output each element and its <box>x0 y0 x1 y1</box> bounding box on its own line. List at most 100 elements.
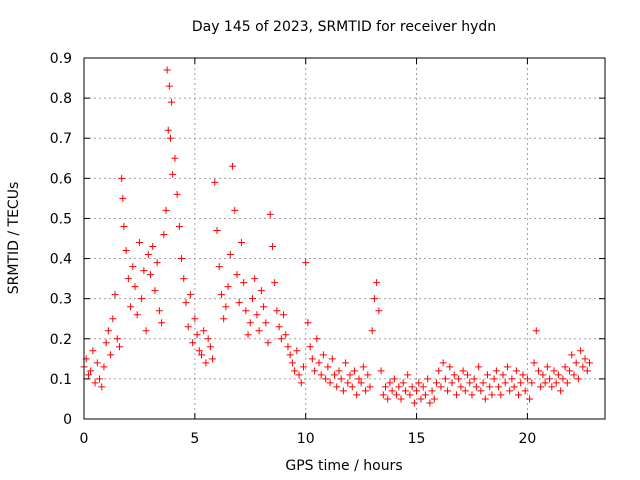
data-point <box>373 279 381 287</box>
data-point <box>570 371 578 379</box>
data-point <box>581 355 589 363</box>
data-point <box>559 375 567 383</box>
data-point <box>277 335 285 343</box>
data-point <box>410 399 418 407</box>
data-point <box>155 307 163 315</box>
data-point <box>452 391 460 399</box>
data-point <box>149 243 157 251</box>
data-point <box>430 395 438 403</box>
data-point <box>200 327 208 335</box>
data-point <box>229 162 237 170</box>
data-point <box>273 307 281 315</box>
data-point <box>331 371 339 379</box>
data-point <box>390 375 398 383</box>
data-point <box>515 391 523 399</box>
data-point <box>299 363 307 371</box>
data-point <box>519 371 527 379</box>
data-point <box>91 379 99 387</box>
data-point <box>248 295 256 303</box>
data-point <box>397 395 405 403</box>
data-point <box>388 387 396 395</box>
data-point <box>364 371 372 379</box>
data-point <box>131 283 139 291</box>
y-tick-label: 0.5 <box>50 211 72 227</box>
data-point <box>401 387 409 395</box>
data-point <box>506 387 514 395</box>
data-point <box>328 355 336 363</box>
data-point <box>561 363 569 371</box>
data-point <box>384 395 392 403</box>
data-point <box>322 375 330 383</box>
data-point <box>226 251 234 259</box>
data-point <box>501 379 509 387</box>
data-point <box>163 66 171 74</box>
data-point <box>175 222 183 230</box>
data-point <box>189 339 197 347</box>
data-point <box>526 395 534 403</box>
y-tick-label: 0 <box>63 412 72 428</box>
data-point <box>333 383 341 391</box>
data-point <box>470 375 478 383</box>
data-point <box>118 174 126 182</box>
data-point <box>87 367 95 375</box>
data-point <box>534 367 542 375</box>
data-point <box>362 387 370 395</box>
data-point <box>233 271 241 279</box>
data-point <box>521 387 529 395</box>
data-point <box>433 379 441 387</box>
y-axis-label: SRMTID / TECUs <box>6 182 22 295</box>
data-point <box>313 335 321 343</box>
data-point <box>257 287 265 295</box>
data-point <box>304 319 312 327</box>
data-point <box>483 371 491 379</box>
data-point <box>486 383 494 391</box>
data-point <box>497 391 505 399</box>
data-point <box>563 379 571 387</box>
data-point <box>386 379 394 387</box>
data-point <box>466 379 474 387</box>
data-point <box>346 371 354 379</box>
data-point <box>395 383 403 391</box>
data-point <box>109 315 117 323</box>
data-point <box>472 383 480 391</box>
data-point <box>291 367 299 375</box>
data-point <box>413 387 421 395</box>
data-point <box>585 359 593 367</box>
data-point <box>355 375 363 383</box>
data-point <box>435 367 443 375</box>
data-point <box>554 371 562 379</box>
data-point <box>96 375 104 383</box>
data-point <box>528 379 536 387</box>
data-point <box>206 343 214 351</box>
data-point <box>240 279 248 287</box>
data-point <box>251 275 259 283</box>
data-point <box>122 247 130 255</box>
data-point <box>224 283 232 291</box>
x-tick-labels: 0 5 10 15 20 <box>80 431 537 447</box>
data-point <box>359 363 367 371</box>
data-point <box>572 359 580 367</box>
data-point <box>317 371 325 379</box>
y-tick-label: 0.7 <box>50 131 72 147</box>
data-point <box>446 363 454 371</box>
x-tick-label: 20 <box>518 431 536 447</box>
data-point <box>151 287 159 295</box>
data-point <box>444 387 452 395</box>
data-point <box>135 239 143 247</box>
data-point <box>492 367 500 375</box>
data-point <box>124 275 132 283</box>
data-point <box>475 363 483 371</box>
data-point <box>543 363 551 371</box>
data-point <box>353 391 361 399</box>
data-point <box>147 271 155 279</box>
data-point <box>461 387 469 395</box>
data-point <box>237 239 245 247</box>
data-point <box>421 391 429 399</box>
data-point <box>557 387 565 395</box>
y-tick-label: 0.1 <box>50 372 72 388</box>
data-point <box>268 243 276 251</box>
data-point <box>195 347 203 355</box>
data-point <box>428 387 436 395</box>
data-point <box>306 343 314 351</box>
data-point <box>266 210 274 218</box>
